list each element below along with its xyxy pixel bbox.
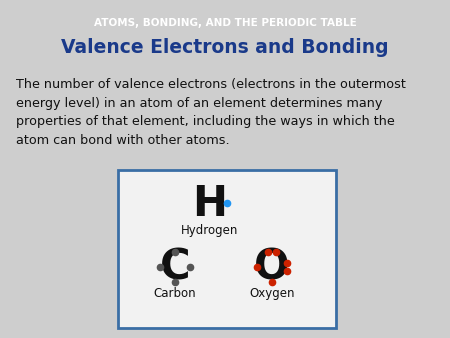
Text: Hydrogen: Hydrogen	[181, 224, 239, 237]
Text: Valence Electrons and Bonding: Valence Electrons and Bonding	[61, 38, 389, 57]
Text: C: C	[160, 246, 190, 288]
Text: O: O	[254, 246, 290, 288]
Text: Carbon: Carbon	[154, 287, 196, 300]
Text: H: H	[193, 183, 228, 225]
Text: ATOMS, BONDING, AND THE PERIODIC TABLE: ATOMS, BONDING, AND THE PERIODIC TABLE	[94, 18, 356, 28]
Text: Oxygen: Oxygen	[249, 287, 295, 300]
Text: The number of valence electrons (electrons in the outermost
energy level) in an : The number of valence electrons (electro…	[16, 78, 406, 146]
FancyBboxPatch shape	[118, 170, 336, 328]
